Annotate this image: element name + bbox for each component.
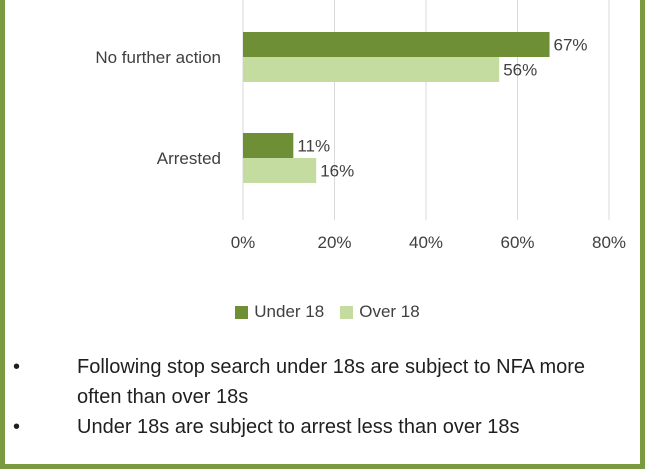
bar-chart: 0% 20% 40% 60% 80% No further action 67% 56% Arr…	[95, 0, 626, 252]
x-tick-label: 0%	[231, 233, 256, 252]
x-tick-label: 20%	[317, 233, 351, 252]
data-label: 67%	[554, 36, 588, 55]
category-label-no-further-action: No further action	[95, 48, 221, 67]
bullet-mark: •	[13, 356, 21, 378]
x-tick-label: 40%	[409, 233, 443, 252]
bar-over-18-arrested	[243, 158, 317, 183]
legend-swatch-under-18	[235, 305, 249, 319]
legend-swatch-over-18	[340, 305, 354, 319]
category-label-arrested: Arrested	[157, 149, 221, 168]
legend-item-over-18: Over 18	[340, 302, 420, 322]
bar-under-18-no-further-action	[243, 32, 550, 57]
data-label: 16%	[320, 162, 354, 181]
note-text: Under 18s are subject to arrest less tha…	[77, 416, 520, 438]
bullet-mark: •	[13, 416, 21, 438]
legend-label-over-18: Over 18	[359, 302, 420, 321]
data-label: 56%	[503, 61, 537, 80]
chart-legend: Under 18 Over 18	[5, 302, 645, 322]
legend-label-under-18: Under 18	[254, 302, 325, 321]
bar-over-18-no-further-action	[243, 57, 500, 82]
note-item: • Following stop search under 18s are su…	[5, 352, 635, 412]
bar-under-18-arrested	[243, 133, 294, 158]
note-text: Following stop search under 18s are subj…	[77, 356, 586, 408]
data-label: 11%	[297, 137, 330, 156]
legend-item-under-18: Under 18	[235, 302, 324, 322]
x-tick-label: 60%	[500, 233, 534, 252]
bullet-notes: • Following stop search under 18s are su…	[5, 352, 635, 442]
note-item: • Under 18s are subject to arrest less t…	[5, 412, 635, 442]
x-tick-label: 80%	[592, 233, 626, 252]
